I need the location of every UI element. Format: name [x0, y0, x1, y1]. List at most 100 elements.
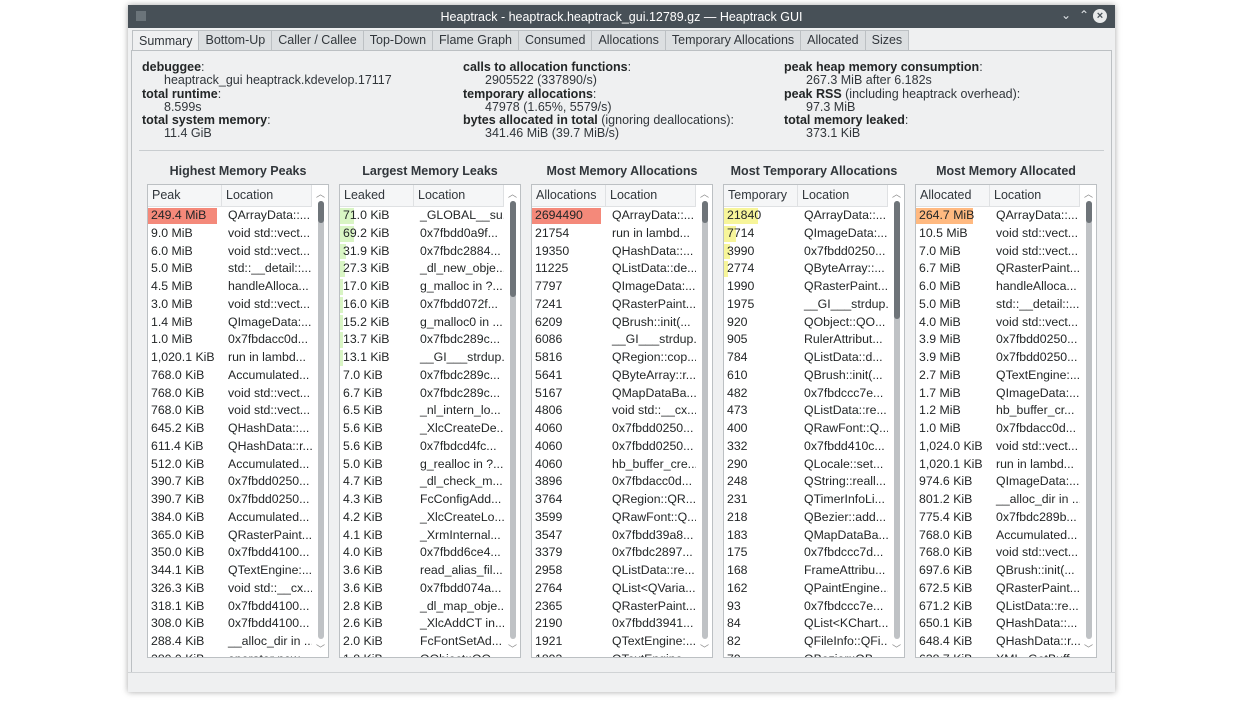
table-row[interactable]: 9.0 MiB void std::vect... [148, 225, 312, 243]
table-row[interactable]: 5.0 MiB std::__detail::... [148, 260, 312, 278]
table-row[interactable]: 168 FrameAttribu... [724, 562, 888, 580]
table-row[interactable]: 400 QRawFont::Q... [724, 420, 888, 438]
scroll-up-icon[interactable]: ︿ [508, 189, 518, 199]
table-row[interactable]: 645.2 KiB QHashData::... [148, 420, 312, 438]
table-row[interactable]: 1975 __GI___strdup... [724, 296, 888, 314]
table-row[interactable]: 4.5 MiB handleAlloca... [148, 278, 312, 296]
table-row[interactable]: 905 RulerAttribut... [724, 331, 888, 349]
table-row[interactable]: 7.0 MiB void std::vect... [916, 243, 1080, 261]
table-row[interactable]: 7.0 KiB 0x7fbdc289c... [340, 367, 504, 385]
column-header-location[interactable]: Location [222, 185, 312, 206]
scroll-thumb[interactable] [1086, 201, 1092, 223]
table-row[interactable]: 2774 QByteArray::... [724, 260, 888, 278]
minimize-icon[interactable]: ⌄ [1060, 8, 1071, 22]
table-row[interactable]: 280.0 KiBoperator new... [148, 651, 312, 657]
table-row[interactable]: 3599 QRawFont::Q... [532, 509, 696, 527]
table-row[interactable]: 801.2 KiB __alloc_dir in ... [916, 491, 1080, 509]
column-header-location[interactable]: Location [414, 185, 504, 206]
column-header-value[interactable]: Allocations [532, 185, 606, 206]
table-row[interactable]: 231 QTimerInfoLi... [724, 491, 888, 509]
table-row[interactable]: 3.6 KiB read_alias_fil... [340, 562, 504, 580]
table-row[interactable]: 365.0 KiB QRasterPaint... [148, 527, 312, 545]
column-header-value[interactable]: Temporary [724, 185, 798, 206]
table-row[interactable]: 27.3 KiB _dl_new_obje... [340, 260, 504, 278]
table-row[interactable]: 2190 0x7fbdd3941... [532, 615, 696, 633]
table-row[interactable]: 5.0 MiB std::__detail::... [916, 296, 1080, 314]
table-row[interactable]: 6.7 KiB 0x7fbdc289c... [340, 385, 504, 403]
title-bar[interactable]: Heaptrack - heaptrack.heaptrack_gui.1278… [128, 5, 1115, 28]
table-row[interactable]: 390.7 KiB 0x7fbdd0250... [148, 473, 312, 491]
table-row[interactable]: 672.5 KiB QRasterPaint... [916, 580, 1080, 598]
scroll-thumb[interactable] [510, 201, 516, 298]
scroll-down-icon[interactable]: ﹀ [508, 644, 518, 654]
table-row[interactable]: 974.6 KiB QImageData:... [916, 473, 1080, 491]
top-list-table[interactable]: Temporary Location 21840 QArrayData::... 771… [723, 184, 905, 658]
table-row[interactable]: 5167 QMapDataBa... [532, 385, 696, 403]
scroll-up-icon[interactable]: ︿ [892, 189, 902, 199]
column-header-location[interactable]: Location [798, 185, 888, 206]
close-icon[interactable]: × [1093, 9, 1107, 23]
table-row[interactable]: 1,020.1 KiB run in lambd... [148, 349, 312, 367]
scroll-up-icon[interactable]: ︿ [1084, 189, 1094, 199]
table-row[interactable]: 162 QPaintEngine... [724, 580, 888, 598]
table-row[interactable]: 318.1 KiB 0x7fbdd4100... [148, 598, 312, 616]
table-row[interactable]: 2365 QRasterPaint... [532, 598, 696, 616]
column-header-value[interactable]: Peak [148, 185, 222, 206]
table-row[interactable]: 17.0 KiB g_malloc in ?... [340, 278, 504, 296]
scroll-track[interactable] [318, 201, 324, 639]
table-row[interactable]: 326.3 KiB void std::__cx... [148, 580, 312, 598]
top-list-table[interactable]: Peak Location 249.4 MiB QArrayData::... 9.0 … [147, 184, 329, 658]
table-row[interactable]: 4060 0x7fbdd0250... [532, 420, 696, 438]
vertical-scrollbar[interactable]: ︿ ﹀ [890, 185, 904, 657]
table-row[interactable]: 4.2 KiB _XlcCreateLo... [340, 509, 504, 527]
scroll-down-icon[interactable]: ﹀ [316, 644, 326, 654]
scroll-thumb[interactable] [894, 201, 900, 320]
table-row[interactable]: 648.4 KiB QHashData::r... [916, 633, 1080, 651]
table-row[interactable]: 638.7 KiBXML_GetBuff... [916, 651, 1080, 657]
table-row[interactable]: 7714 QImageData:... [724, 225, 888, 243]
scroll-thumb[interactable] [318, 201, 324, 223]
table-row[interactable]: 3547 0x7fbdd39a8... [532, 527, 696, 545]
scroll-up-icon[interactable]: ︿ [700, 189, 710, 199]
scroll-up-icon[interactable]: ︿ [316, 189, 326, 199]
table-row[interactable]: 7797 QImageData:... [532, 278, 696, 296]
table-row[interactable]: 15.2 KiB g_malloc0 in ... [340, 314, 504, 332]
scroll-thumb[interactable] [702, 201, 708, 223]
table-row[interactable]: 175 0x7fbdccc7d... [724, 544, 888, 562]
table-row[interactable]: 71.0 KiB _GLOBAL__su... [340, 207, 504, 225]
table-row[interactable]: 21840 QArrayData::... [724, 207, 888, 225]
table-row[interactable]: 2764 QList<QVaria... [532, 580, 696, 598]
table-row[interactable]: 308.0 KiB 0x7fbdd4100... [148, 615, 312, 633]
tab-temporary-allocations[interactable]: Temporary Allocations [665, 30, 802, 53]
table-row[interactable]: 610 QBrush::init(... [724, 367, 888, 385]
table-row[interactable]: 473 QListData::re... [724, 402, 888, 420]
vertical-scrollbar[interactable]: ︿ ﹀ [698, 185, 712, 657]
table-row[interactable]: 1.0 MiB 0x7fbdacc0d... [148, 331, 312, 349]
table-row[interactable]: 332 0x7fbdd410c... [724, 438, 888, 456]
table-row[interactable]: 218 QBezier::add... [724, 509, 888, 527]
column-header-value[interactable]: Allocated [916, 185, 990, 206]
maximize-icon[interactable]: ⌃ [1078, 8, 1089, 22]
table-row[interactable]: 775.4 KiB 0x7fbdc289b... [916, 509, 1080, 527]
table-row[interactable]: 3990 0x7fbdd0250... [724, 243, 888, 261]
table-row[interactable]: 13.7 KiB 0x7fbdc289c... [340, 331, 504, 349]
table-row[interactable]: 1990 QRasterPaint... [724, 278, 888, 296]
table-row[interactable]: 248 QString::reall... [724, 473, 888, 491]
table-row[interactable]: 1893QTextEngine... [532, 651, 696, 657]
table-row[interactable]: 1,024.0 KiB void std::vect... [916, 438, 1080, 456]
table-row[interactable]: 4.0 MiB void std::vect... [916, 314, 1080, 332]
table-row[interactable]: 93 0x7fbdccc7e... [724, 598, 888, 616]
table-row[interactable]: 1.8 KiBQObject::QO... [340, 651, 504, 657]
table-row[interactable]: 2694490 QArrayData::... [532, 207, 696, 225]
table-row[interactable]: 5.0 KiB g_realloc in ?... [340, 456, 504, 474]
table-row[interactable]: 768.0 KiB void std::vect... [148, 402, 312, 420]
vertical-scrollbar[interactable]: ︿ ﹀ [314, 185, 328, 657]
table-row[interactable]: 3379 0x7fbdc2897... [532, 544, 696, 562]
table-row[interactable]: 3764 QRegion::QR... [532, 491, 696, 509]
table-row[interactable]: 2958 QListData::re... [532, 562, 696, 580]
table-row[interactable]: 249.4 MiB QArrayData::... [148, 207, 312, 225]
table-row[interactable]: 650.1 KiB QHashData::... [916, 615, 1080, 633]
table-row[interactable]: 31.9 KiB 0x7fbdc2884... [340, 243, 504, 261]
table-row[interactable]: 21754 run in lambd... [532, 225, 696, 243]
table-row[interactable]: 4.0 KiB 0x7fbdd6ce4... [340, 544, 504, 562]
